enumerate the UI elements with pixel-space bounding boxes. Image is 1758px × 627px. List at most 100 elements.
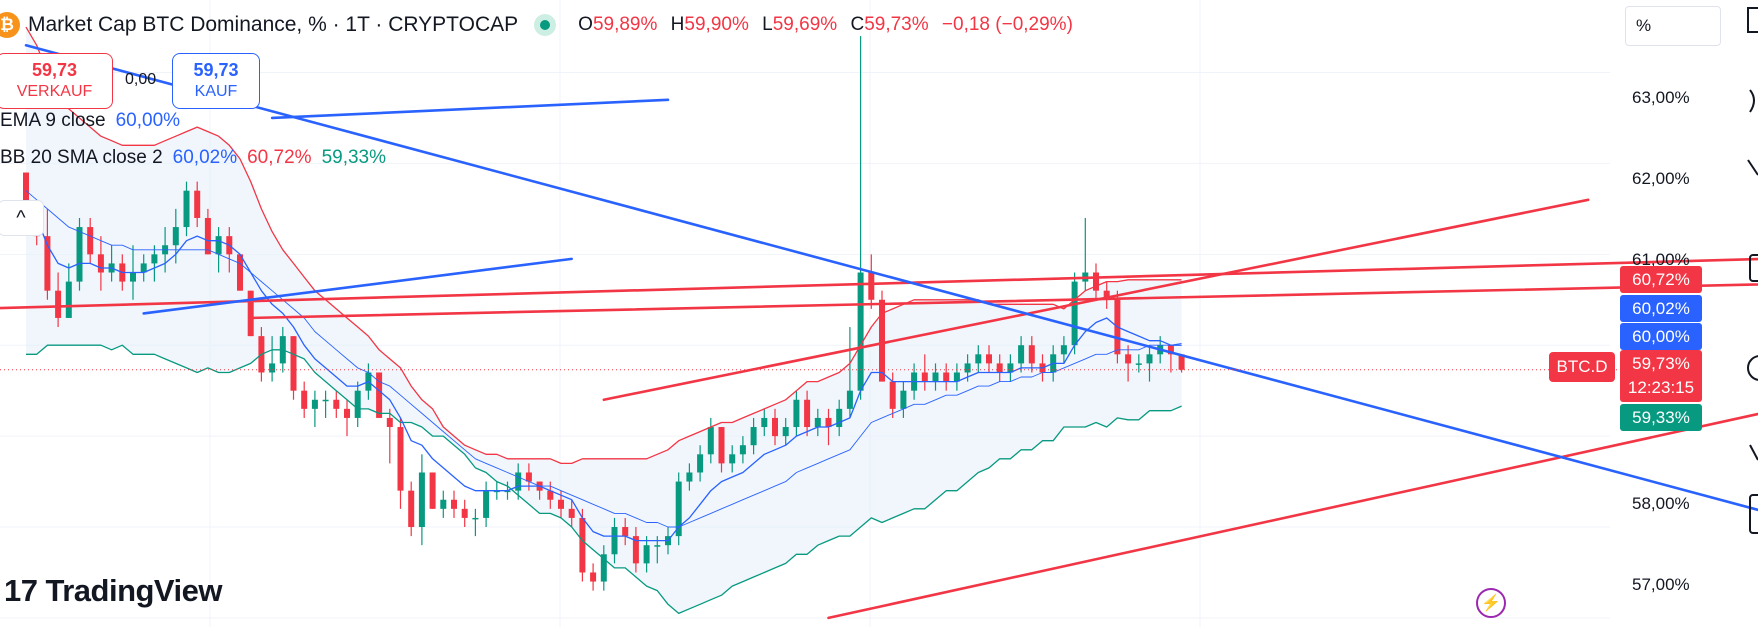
candle (986, 345, 992, 373)
candle-body (354, 390, 361, 418)
candle-body (322, 399, 329, 402)
sell-button[interactable]: 59,73 VERKAUF (0, 53, 113, 109)
candle-body (1167, 345, 1174, 355)
candle (739, 436, 746, 464)
candle-body (868, 272, 875, 300)
spread-value: 0,00 (125, 71, 157, 88)
candle (44, 208, 51, 300)
candle (836, 399, 843, 437)
right-toolbar-edge[interactable] (1740, 0, 1758, 627)
toolbar-edge-icon[interactable] (1747, 355, 1758, 381)
tradingview-logo[interactable]: 17 TradingView (4, 573, 223, 609)
candle-body (1007, 363, 1014, 373)
candle-body (1028, 345, 1035, 364)
price-unit-field[interactable]: % (1625, 6, 1721, 46)
trendlines[interactable] (0, 43, 1758, 620)
candle (354, 381, 361, 428)
candle-body (429, 472, 436, 509)
candle-body (1125, 354, 1132, 364)
candle (996, 354, 1003, 382)
candle-body (654, 545, 661, 547)
bb-legend[interactable]: BB 20 SMA close 2 60,02% 60,72% 59,33% (0, 145, 396, 171)
candle (1125, 345, 1132, 382)
candle-body (408, 490, 415, 528)
candle-body (590, 572, 597, 582)
candle (932, 363, 939, 391)
bb-lower-value: 59,33% (321, 147, 387, 168)
toolbar-edge-icon[interactable] (1749, 254, 1758, 282)
candle-body (376, 372, 383, 418)
candle-body (900, 390, 907, 409)
candle (333, 390, 340, 418)
candle-body (943, 372, 950, 382)
candle (1167, 345, 1174, 373)
bollinger-lower-line (26, 344, 1182, 615)
candle-body (643, 545, 650, 564)
candle (472, 508, 479, 537)
candle (611, 517, 618, 564)
candle (761, 408, 768, 437)
bar-countdown: 12:23:15 (1627, 378, 1695, 397)
candle-body (344, 408, 350, 418)
bollinger-fill (26, 27, 1182, 614)
candle (194, 181, 201, 228)
candle-body (568, 508, 575, 518)
trendline-red (0, 257, 1758, 310)
candle (697, 445, 704, 482)
candle (140, 254, 147, 282)
candle (600, 545, 607, 591)
candle-body (525, 472, 532, 482)
symbol-title[interactable]: Market Cap BTC Dominance, % · 1T · CRYPT… (28, 13, 519, 36)
candle (686, 463, 693, 491)
candle-body (333, 399, 340, 409)
candle-body (1093, 272, 1099, 291)
ohlc-readout: O59,89% H59,90% L59,69% C59,73% −0,18 (−… (578, 14, 1073, 35)
candle (857, 36, 864, 400)
candle-body (44, 236, 51, 291)
toolbar-edge-icon[interactable] (1749, 494, 1758, 534)
candle (889, 372, 896, 418)
candle-body (472, 517, 479, 520)
bb-basis-tag: 60,02% (1620, 295, 1702, 322)
candle (579, 508, 586, 582)
candle (429, 472, 436, 509)
buy-button[interactable]: 59,73 KAUF (172, 53, 260, 109)
current-price-tag: 59,73% 12:23:15 (1620, 350, 1702, 402)
candle-body (921, 372, 928, 382)
axis-label-63: 63,00% (1632, 88, 1690, 107)
ema-label: EMA 9 close (0, 110, 106, 131)
axis-label-57: 57,00% (1632, 575, 1690, 594)
candle-body (290, 336, 297, 391)
candle-body (247, 290, 254, 337)
toolbar-edge-icon[interactable] (1747, 159, 1758, 176)
candle-body (707, 427, 714, 455)
toolbar-edge-icon[interactable] (1749, 89, 1755, 113)
candle (440, 490, 447, 518)
candle (97, 236, 104, 291)
candle (1135, 354, 1142, 373)
candle-body (975, 354, 982, 364)
candle-body (418, 472, 425, 528)
candle-body (836, 408, 843, 428)
bb-lower-tag: 59,33% (1620, 404, 1702, 431)
candle (483, 481, 490, 528)
toolbar-edge-icon[interactable] (1749, 444, 1758, 461)
bb-basis-value: 60,02% (172, 147, 238, 168)
collapse-legend-button[interactable]: ^ (0, 200, 44, 236)
candle (879, 290, 885, 382)
candle-body (793, 399, 800, 428)
candle (87, 217, 94, 264)
ema-legend[interactable]: EMA 9 close 60,00% (0, 108, 190, 134)
axis-label-58: 58,00% (1632, 494, 1690, 513)
lightning-icon[interactable]: ⚡ (1476, 588, 1506, 618)
candle (729, 445, 736, 473)
candle-body (1103, 290, 1110, 300)
toolbar-edge-icon[interactable] (1747, 7, 1758, 33)
candle-body (953, 372, 960, 382)
candle-body (386, 417, 393, 428)
candle (643, 536, 650, 573)
market-status-icon[interactable] (534, 14, 557, 36)
candle-body (237, 254, 243, 291)
candle-body (440, 499, 447, 509)
